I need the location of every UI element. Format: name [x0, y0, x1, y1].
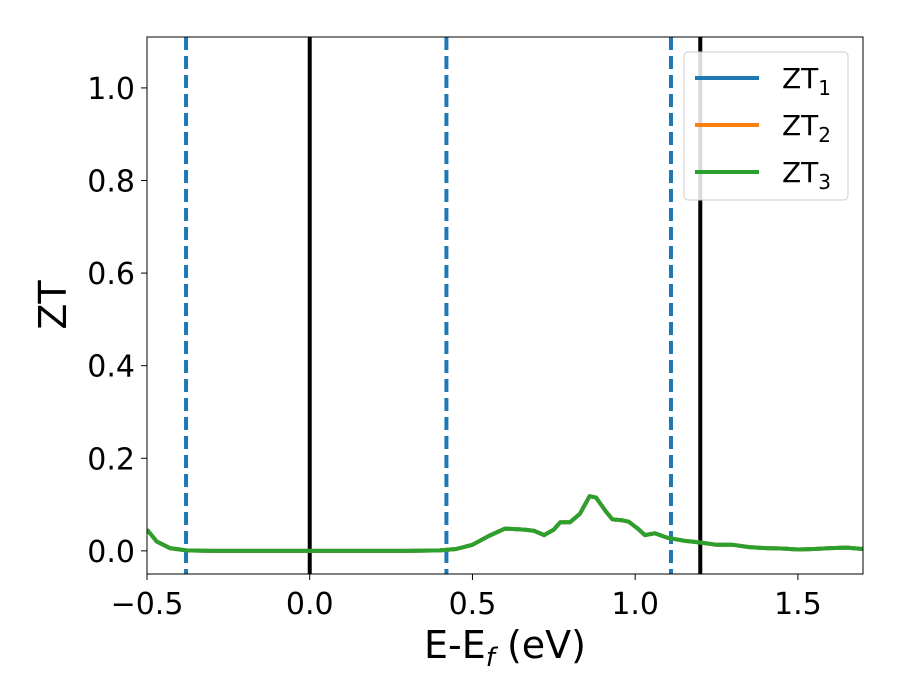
- legend: ZT1 ZT2 ZT3: [683, 51, 849, 201]
- y-tick-label: 0.2: [87, 442, 135, 477]
- x-axis: −0.5 0.0 0.5 1.0 1.5: [111, 574, 822, 622]
- legend-label-zt1: ZT1: [782, 62, 831, 100]
- x-tick-label: 0.0: [286, 587, 334, 622]
- plot-frame: [146, 36, 864, 575]
- plot-area: [147, 37, 863, 574]
- legend-label-zt3: ZT3: [782, 156, 831, 194]
- x-tick-label: −0.5: [111, 587, 184, 622]
- y-axis: 0.0 0.2 0.4 0.6 0.8 1.0: [87, 72, 147, 570]
- series-line-zt2: [147, 494, 863, 553]
- y-tick-label: 0.4: [87, 350, 135, 385]
- series-group: [147, 494, 863, 553]
- y-tick-label: 1.0: [87, 72, 135, 107]
- series-line-zt3: [147, 494, 863, 553]
- legend-label-zt2: ZT2: [782, 109, 831, 147]
- x-tick-label: 1.0: [611, 587, 659, 622]
- legend-box: [683, 51, 849, 201]
- y-tick-label: 0.6: [87, 257, 135, 292]
- y-axis-label: ZT: [31, 280, 75, 330]
- y-tick-label: 0.0: [87, 535, 135, 570]
- x-tick-label: 0.5: [449, 587, 497, 622]
- y-tick-label: 0.8: [87, 165, 135, 200]
- x-tick-label: 1.5: [774, 587, 822, 622]
- series-line-zt1: [147, 494, 863, 553]
- x-axis-label: E-Ef (eV): [424, 623, 586, 673]
- vertical-reference-lines: [184, 37, 703, 574]
